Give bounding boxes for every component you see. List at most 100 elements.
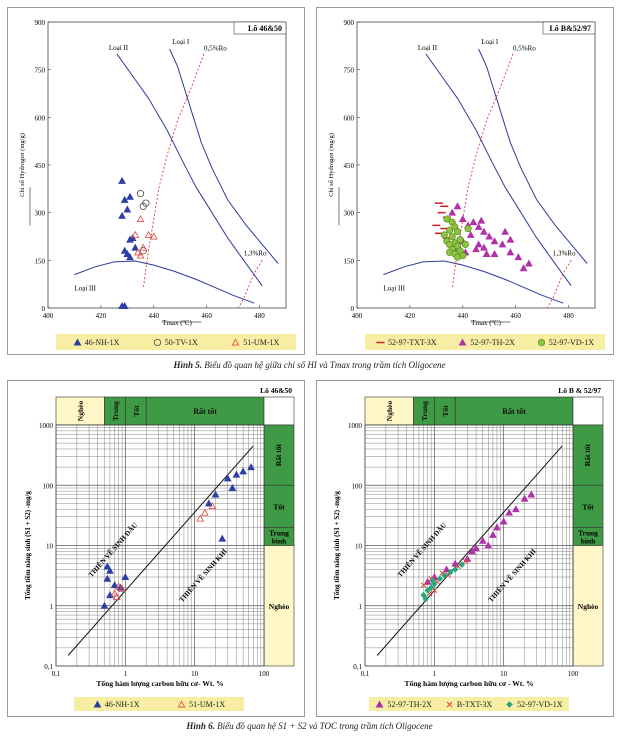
right-band	[263, 545, 295, 667]
data-point	[453, 202, 462, 210]
legend-label: 52-97-VD-1X	[517, 699, 563, 709]
label-ro-1-3: 1,3%Ro	[244, 250, 267, 258]
y-axis-title: Chỉ số Hydrogen (mg/g)	[328, 133, 335, 197]
legend-marker-shape	[73, 337, 82, 345]
legend-marker	[459, 337, 467, 345]
legend-label: 46-NH-1X	[104, 699, 140, 709]
y-tick-label: 600	[35, 114, 46, 122]
data-point	[139, 247, 147, 255]
data-point	[110, 581, 119, 589]
right-band-label: Nghèo	[269, 602, 290, 611]
panel-label: Lô B & 52/97	[558, 386, 601, 395]
label-type-ii: Loại II	[109, 44, 129, 52]
data-point	[448, 232, 456, 241]
legend-marker-shape	[459, 337, 467, 345]
data-point	[142, 199, 150, 207]
data-point	[144, 230, 153, 238]
y-tick-label: 1000	[39, 422, 54, 430]
data-point	[420, 582, 427, 588]
top-band	[454, 396, 574, 426]
figure-6-caption: Hình 6. Biểu đồ quan hệ S1 + S2 và TOC t…	[186, 721, 433, 731]
legend-marker	[93, 699, 102, 707]
x-tick-label: 460	[510, 312, 521, 320]
x-tick-label: 480	[254, 312, 265, 320]
kerogen-type-i-line	[478, 48, 588, 264]
y-tick-label: 0	[42, 305, 46, 313]
legend-marker-shape	[93, 699, 102, 707]
data-point	[527, 490, 536, 498]
y-tick-label: 150	[344, 257, 355, 265]
data-point	[462, 558, 469, 564]
data-point	[120, 301, 129, 309]
legend-marker-shape	[506, 700, 514, 708]
data-point	[506, 248, 515, 256]
top-band-label: Tốt	[441, 405, 450, 417]
y-tick-label: 10	[46, 543, 54, 551]
right-band-label: Trung	[578, 528, 598, 537]
legend-right: 52-97-TXT-3X 52-97-TH-2X 52-97-VD-1X	[365, 334, 605, 350]
right-band-label: Tốt	[273, 502, 285, 511]
legend-label: 50-TV-1X	[164, 337, 198, 347]
oil-gas-divider	[376, 445, 563, 656]
data-point	[514, 253, 523, 261]
label-type-ii: Loại II	[418, 44, 438, 52]
top-band-label: Trung	[111, 401, 120, 421]
data-point	[204, 499, 213, 507]
x-axis-title: Tổng hàm lượng carbon hữu cơ- Wt. %	[96, 679, 223, 688]
data-point	[485, 232, 494, 240]
corner-box	[572, 396, 604, 426]
y-tick-label: 100	[43, 482, 54, 490]
x-tick-label: 10	[500, 670, 508, 678]
data-point	[501, 227, 509, 235]
y-axis-title: Tổng tiềm năng sinh (S1 + S2) -mg/g	[333, 491, 341, 600]
y-tick-label: 10	[355, 543, 363, 551]
data-point	[506, 235, 515, 243]
x-tick-label: 1	[124, 670, 128, 678]
legend-marker-shape	[446, 701, 453, 707]
data-point	[110, 589, 119, 597]
y-tick-label: 100	[352, 482, 363, 490]
legend-label: 52-97-TXT-3X	[387, 337, 437, 347]
x-axis-title: Tmax (ºC)	[162, 319, 192, 326]
data-point	[223, 474, 232, 482]
data-point	[480, 243, 488, 251]
data-point	[520, 494, 529, 502]
plot-frame	[356, 21, 596, 309]
panel-label-box	[233, 21, 287, 35]
figure-5-caption: Hình 5. Biểu đồ quan hệ giữa chỉ số HI v…	[173, 360, 446, 370]
right-band	[572, 545, 604, 667]
hi-tmax-panel-right: Lô B&52/97 0 150 300 450 600 750 900 400 420 440 46…	[316, 7, 614, 355]
right-band-label: bình	[272, 536, 287, 545]
x-axis-title: Tmax (ºC)	[471, 319, 501, 326]
data-point	[126, 253, 134, 261]
x-tick-label: 0,1	[361, 670, 370, 678]
data-point	[511, 505, 520, 513]
data-point	[131, 243, 140, 251]
data-point	[228, 483, 237, 491]
data-point	[490, 249, 499, 257]
data-point	[123, 205, 132, 213]
x-tick-label: 420	[96, 312, 107, 320]
y-tick-label: 450	[344, 162, 355, 170]
x-tick-label: 400	[352, 312, 363, 320]
legend-item: 50-TV-1X	[153, 338, 198, 347]
data-point	[218, 534, 227, 542]
data-point	[134, 248, 142, 256]
s1s2-toc-chart-right: Nghèo Trung Tốt Rất tốt Lô B & 52/97 Rất tốt T…	[333, 386, 604, 688]
label-type-i: Loại I	[481, 38, 499, 46]
data-point	[446, 568, 454, 576]
data-point	[525, 259, 533, 267]
panel-label: Lô B&52/97	[549, 24, 591, 33]
corner-box	[263, 396, 295, 426]
data-point	[489, 530, 497, 538]
data-point	[232, 470, 241, 478]
s1s2-toc-panel-right: Nghèo Trung Tốt Rất tốt Lô B & 52/97 Rất tốt T…	[316, 380, 614, 717]
data-point	[100, 601, 109, 609]
data-point	[131, 230, 140, 238]
data-point	[196, 514, 205, 522]
data-point	[499, 517, 508, 525]
data-point	[490, 237, 499, 245]
data-point	[139, 243, 148, 251]
hi-tmax-chart-right: Lô B&52/97 0 150 300 450 600 750 900 400 420 440 46…	[328, 19, 596, 326]
data-point	[474, 222, 483, 230]
